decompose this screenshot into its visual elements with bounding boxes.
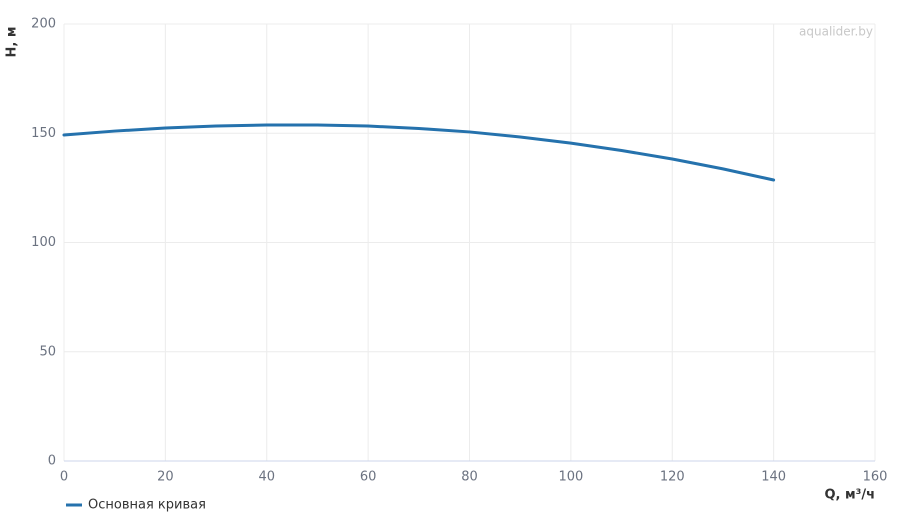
x-tick-label: 60: [360, 470, 377, 485]
x-tick-label: 80: [461, 470, 478, 485]
x-axis-title: Q, м³/ч: [824, 488, 875, 503]
data-line: [62, 123, 776, 182]
x-tick-label: 140: [761, 470, 786, 485]
y-tick-label: 100: [31, 235, 56, 250]
y-tick-label: 200: [31, 17, 56, 32]
y-tick-label: 50: [39, 344, 56, 359]
watermark: aqualider.by: [799, 25, 873, 39]
y-tick-label: 150: [31, 126, 56, 141]
y-tick-label: 0: [48, 454, 56, 469]
x-tick-label: 40: [258, 470, 275, 485]
legend-label: Основная кривая: [88, 498, 206, 513]
x-tick-label: 100: [558, 470, 583, 485]
x-tick-label: 20: [157, 470, 174, 485]
x-tick-label: 160: [863, 470, 888, 485]
y-axis-title: H, м: [5, 27, 20, 58]
x-tick-label: 0: [60, 470, 68, 485]
x-tick-label: 120: [660, 470, 685, 485]
